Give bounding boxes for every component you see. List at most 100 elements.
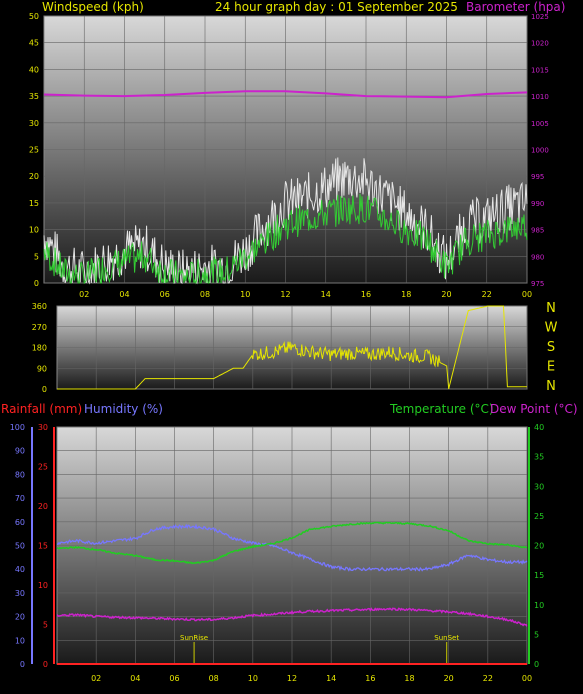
temp-tick-label: 25 xyxy=(534,512,544,521)
wind-y-tick-label: 10 xyxy=(29,226,39,235)
compass-label: S xyxy=(547,340,555,355)
baro-y-tick-label: 1005 xyxy=(531,120,549,128)
wind-y-tick-label: 45 xyxy=(29,39,39,48)
x-tick-label: 20 xyxy=(441,290,451,299)
temp-tick-label: 30 xyxy=(534,482,544,491)
x-tick-label: 08 xyxy=(209,674,219,683)
x-tick-label: 10 xyxy=(248,674,258,683)
rain-tick-label: 5 xyxy=(43,621,48,630)
climate-panel-x-ticks: 02 04 06 08 10 12 14 16 18 20 22 00 xyxy=(91,674,532,683)
wind-average-series xyxy=(43,193,528,285)
x-tick-label: 00 xyxy=(522,290,532,299)
temp-tick-label: 10 xyxy=(534,601,544,610)
x-tick-label: 10 xyxy=(240,290,250,299)
rain-tick-label: 10 xyxy=(38,581,48,590)
sun-marker-label: SunSet xyxy=(434,634,459,642)
direction-y-tick-label: 360 xyxy=(32,302,47,311)
graph-title: 24 hour graph day : 01 September 2025 xyxy=(215,0,458,14)
direction-panel-y-ticks: 0 90 180 270 360 xyxy=(32,302,47,394)
baro-y-tick-label: 980 xyxy=(531,253,544,261)
humidity-axis-label: Humidity (%) xyxy=(84,402,163,416)
compass-label: E xyxy=(547,360,555,375)
x-tick-label: 02 xyxy=(79,290,89,299)
barometer-series xyxy=(43,90,528,99)
x-tick-label: 22 xyxy=(483,674,493,683)
x-tick-label: 06 xyxy=(169,674,179,683)
wind-direction-series xyxy=(57,305,527,390)
rain-tick-label: 15 xyxy=(38,542,48,551)
humidity-tick-label: 90 xyxy=(15,447,25,456)
x-tick-label: 14 xyxy=(326,674,336,683)
wind-panel-y2-ticks: 975 980 985 990 995 1000 1005 1010 1015 1020 1025 xyxy=(531,13,549,288)
temperature-series xyxy=(56,521,528,565)
temp-tick-label: 0 xyxy=(534,660,539,669)
baro-y-tick-label: 990 xyxy=(531,200,544,208)
temp-tick-label: 40 xyxy=(534,423,544,432)
baro-y-tick-label: 1010 xyxy=(531,93,549,101)
temperature-axis-label: Temperature (°C) xyxy=(389,402,494,416)
x-tick-label: 18 xyxy=(404,674,414,683)
x-tick-label: 06 xyxy=(160,290,170,299)
humidity-tick-label: 100 xyxy=(10,423,25,432)
wind-panel-series xyxy=(43,90,528,285)
temp-tick-label: 20 xyxy=(534,542,544,551)
rainfall-axis-label: Rainfall (mm) xyxy=(1,402,82,416)
x-tick-label: 02 xyxy=(91,674,101,683)
x-tick-label: 14 xyxy=(321,290,331,299)
direction-y-tick-label: 0 xyxy=(42,385,47,394)
wind-y-tick-label: 0 xyxy=(34,279,39,288)
compass-label: W xyxy=(545,321,558,336)
wind-y-tick-label: 20 xyxy=(29,172,39,181)
compass-label: N xyxy=(546,301,556,316)
humidity-tick-label: 40 xyxy=(15,565,25,574)
baro-y-tick-label: 975 xyxy=(531,280,544,288)
wind-y-tick-label: 30 xyxy=(29,119,39,128)
wind-y-tick-label: 25 xyxy=(29,146,39,155)
windspeed-axis-label: Windspeed (kph) xyxy=(42,0,144,14)
dewpoint-axis-label: Dew Point (°C) xyxy=(490,402,578,416)
baro-y-tick-label: 1020 xyxy=(531,40,549,48)
x-tick-label: 04 xyxy=(119,290,129,299)
humidity-tick-label: 10 xyxy=(15,636,25,645)
humidity-series xyxy=(56,523,528,572)
humidity-tick-label: 20 xyxy=(15,613,25,622)
humidity-tick-label: 50 xyxy=(15,542,25,551)
wind-y-tick-label: 40 xyxy=(29,65,39,74)
direction-panel-series xyxy=(57,305,527,390)
wind-y-tick-label: 50 xyxy=(29,12,39,21)
x-tick-label: 18 xyxy=(401,290,411,299)
wind-y-tick-label: 5 xyxy=(34,252,39,261)
x-tick-label: 12 xyxy=(287,674,297,683)
baro-y-tick-label: 1015 xyxy=(531,66,549,74)
temp-tick-label: 15 xyxy=(534,571,544,580)
x-tick-label: 08 xyxy=(200,290,210,299)
humidity-tick-label: 60 xyxy=(15,518,25,527)
sun-marker-label: SunRise xyxy=(180,634,208,642)
temp-tick-label: 35 xyxy=(534,453,544,462)
humidity-tick-label: 70 xyxy=(15,494,25,503)
x-tick-label: 00 xyxy=(522,674,532,683)
wind-panel-y-ticks: 0 5 10 15 20 25 30 35 40 45 50 xyxy=(29,12,39,288)
x-tick-label: 16 xyxy=(365,674,375,683)
wind-y-tick-label: 35 xyxy=(29,92,39,101)
humidity-tick-label: 0 xyxy=(20,660,25,669)
humidity-tick-label: 80 xyxy=(15,470,25,479)
baro-y-tick-label: 985 xyxy=(531,227,544,235)
climate-panel-grid xyxy=(57,426,528,665)
baro-y-tick-label: 1000 xyxy=(531,147,549,155)
wind-panel-grid xyxy=(44,15,528,284)
sun-annotations: SunRise SunSet xyxy=(180,634,459,664)
wind-panel-x-ticks: 02 04 06 08 10 12 14 16 18 20 22 00 xyxy=(79,290,532,299)
barometer-axis-label: Barometer (hpa) xyxy=(466,0,565,14)
direction-y-tick-label: 90 xyxy=(37,364,47,373)
climate-panel-series xyxy=(56,521,528,665)
rain-tick-label: 20 xyxy=(38,502,48,511)
x-tick-label: 04 xyxy=(130,674,140,683)
climate-panel-ticks: 0 10 20 30 40 50 60 70 80 90 100 0 5 10 15 20 25 30 0 5 10 15… xyxy=(10,423,544,669)
dewpoint-series xyxy=(56,607,528,627)
rain-tick-label: 25 xyxy=(38,463,48,472)
windspeed-series xyxy=(43,157,528,285)
baro-y-tick-label: 1025 xyxy=(531,13,549,21)
